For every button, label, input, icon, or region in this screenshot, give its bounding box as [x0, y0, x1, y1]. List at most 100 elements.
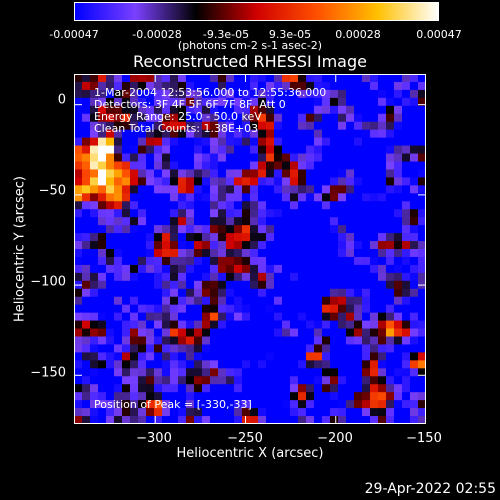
- heatmap-cell: [162, 336, 171, 346]
- heatmap-cell: [146, 328, 155, 338]
- heatmap-cell: [378, 320, 387, 330]
- heatmap-cell: [346, 121, 355, 131]
- heatmap-cell: [170, 249, 179, 258]
- heatmap-cell: [370, 376, 379, 385]
- heatmap-cell: [154, 105, 163, 115]
- heatmap-cell: [162, 177, 171, 186]
- heatmap-cell: [258, 161, 267, 171]
- heatmap-cell: [330, 145, 339, 155]
- heatmap-cell: [170, 153, 179, 163]
- heatmap-cell: [226, 408, 235, 417]
- heatmap-cell: [226, 209, 235, 218]
- heatmap-cell: [354, 81, 363, 91]
- heatmap-cell: [146, 384, 155, 393]
- heatmap-cell: [362, 74, 371, 83]
- heatmap-cell: [114, 288, 123, 298]
- heatmap-cell: [234, 137, 243, 147]
- heatmap-cell: [330, 113, 339, 123]
- heatmap-cell: [146, 320, 155, 330]
- heatmap-cell: [146, 81, 155, 91]
- heatmap-cell: [114, 360, 123, 369]
- heatmap-cell: [274, 376, 283, 385]
- heatmap-cell: [298, 74, 307, 83]
- heatmap-cell: [162, 137, 171, 147]
- heatmap-cell: [370, 256, 379, 266]
- heatmap-cell: [210, 280, 219, 290]
- heatmap-cell: [418, 256, 426, 266]
- heatmap-cell: [138, 288, 147, 298]
- heatmap-cell: [402, 145, 411, 155]
- heatmap-cell: [114, 113, 123, 123]
- heatmap-cell: [346, 384, 355, 393]
- heatmap-cell: [210, 177, 219, 186]
- heatmap-cell: [338, 336, 347, 346]
- heatmap-cell: [138, 312, 147, 322]
- heatmap-cell: [306, 392, 315, 401]
- heatmap-cell: [298, 312, 307, 322]
- heatmap-cell: [234, 320, 243, 330]
- heatmap-cell: [378, 264, 387, 274]
- heatmap-cell: [210, 81, 219, 91]
- heatmap-cell: [298, 185, 307, 194]
- heatmap-cell: [146, 74, 155, 83]
- heatmap-cell: [322, 368, 331, 377]
- heatmap-cell: [242, 296, 251, 306]
- heatmap-cell: [394, 129, 403, 139]
- heatmap-cell: [154, 185, 163, 194]
- heatmap-cell: [178, 336, 187, 346]
- heatmap-cell: [98, 344, 107, 353]
- heatmap-cell: [394, 400, 403, 409]
- heatmap-cell: [234, 256, 243, 266]
- heatmap-cell: [266, 288, 275, 298]
- heatmap-cell: [186, 129, 195, 139]
- heatmap-cell: [194, 376, 203, 385]
- heatmap-cell: [82, 249, 91, 258]
- heatmap-cell: [282, 328, 291, 338]
- heatmap-cell: [218, 97, 227, 107]
- heatmap-cell: [394, 376, 403, 385]
- heatmap-cell: [410, 153, 419, 163]
- heatmap-cell: [186, 193, 195, 202]
- heatmap-cell: [210, 113, 219, 123]
- heatmap-cell: [210, 241, 219, 250]
- heatmap-cell: [122, 352, 131, 361]
- heatmap-cell: [298, 376, 307, 385]
- heatmap-cell: [274, 408, 283, 417]
- heatmap-cell: [274, 169, 283, 178]
- heatmap-cell: [226, 288, 235, 298]
- heatmap-cell: [194, 249, 203, 258]
- heatmap-cell: [394, 113, 403, 123]
- heatmap-cell: [274, 320, 283, 330]
- heatmap-cell: [330, 296, 339, 306]
- heatmap-cell: [242, 328, 251, 338]
- heatmap-cell: [162, 296, 171, 306]
- heatmap-cell: [82, 408, 91, 417]
- heatmap-cell: [82, 304, 91, 314]
- heatmap-cell: [362, 272, 371, 282]
- heatmap-cell: [394, 360, 403, 369]
- heatmap-cell: [122, 225, 131, 234]
- heatmap-cell: [122, 320, 131, 330]
- heatmap-cell: [362, 81, 371, 91]
- heatmap-cell: [122, 344, 131, 353]
- heatmap-cell: [106, 416, 115, 424]
- heatmap-cell: [154, 256, 163, 266]
- heatmap-cell: [186, 288, 195, 298]
- heatmap-cell: [82, 97, 91, 107]
- heatmap-cell: [330, 89, 339, 99]
- heatmap-cell: [170, 256, 179, 266]
- heatmap-cell: [226, 336, 235, 346]
- heatmap-cell: [146, 137, 155, 147]
- heatmap-cell: [122, 408, 131, 417]
- heatmap-cell: [114, 280, 123, 290]
- heatmap-cell: [170, 336, 179, 346]
- heatmap-cell: [154, 352, 163, 361]
- heatmap-cell: [250, 288, 259, 298]
- heatmap-cell: [90, 89, 99, 99]
- heatmap-cell: [418, 368, 426, 377]
- heatmap-cell: [250, 153, 259, 163]
- heatmap-cell: [186, 352, 195, 361]
- heatmap-cell: [370, 153, 379, 163]
- heatmap-cell: [402, 201, 411, 210]
- heatmap-cell: [322, 161, 331, 171]
